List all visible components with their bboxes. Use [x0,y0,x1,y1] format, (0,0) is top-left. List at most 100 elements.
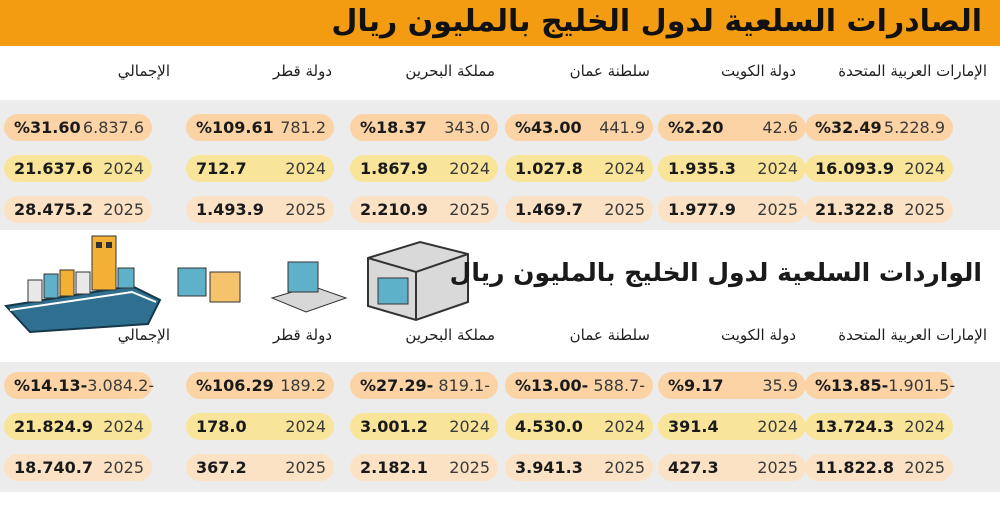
cell-light-value: 35.9 [762,376,798,395]
imports-col-qatar: دولة قطر [272,326,332,344]
cell-light-value: 2025 [757,458,798,477]
cell-bold-value: %13.00- [515,376,589,395]
cell-light-value: 2024 [449,417,490,436]
cell-bold-value: 18.740.7 [14,458,93,477]
cell-bold-value: 1.469.7 [515,200,583,219]
cell-light-value: 2024 [904,417,945,436]
exports-y2025-cell: 2.210.9 2025 [350,196,498,223]
cell-bold-value: 4.530.0 [515,417,583,436]
imports-y2024-cell: 13.724.3 2024 [805,413,953,440]
cell-light-value: 2025 [285,200,326,219]
cell-bold-value: %27.29- [360,376,434,395]
exports-col-uae: الإمارات العربية المتحدة [838,62,987,80]
cell-light-value: 2024 [103,159,144,178]
exports-change-cell: %2.20 42.6 [658,114,806,141]
cell-light-value: 2025 [757,200,798,219]
cell-bold-value: %32.49 [815,118,882,137]
exports-y2024-cell: 16.093.9 2024 [805,155,953,182]
shipping-container-icon [367,240,469,322]
cell-bold-value: 367.2 [196,458,247,477]
imports-y2025-cell: 18.740.7 2025 [4,454,152,481]
imports-y2024-cell: 21.824.9 2024 [4,413,152,440]
cell-light-value: 2025 [103,458,144,477]
cell-bold-value: %18.37 [360,118,427,137]
cell-bold-value: 1.027.8 [515,159,583,178]
imports-title: الواردات السلعية لدول الخليج بالمليون ري… [449,258,982,287]
imports-y2024-cell: 178.0 2024 [186,413,334,440]
cell-bold-value: %13.85- [815,376,889,395]
cell-light-value: 2025 [904,458,945,477]
imports-col-uae: الإمارات العربية المتحدة [838,326,987,344]
cell-light-value: 2025 [604,458,645,477]
cell-bold-value: 21.322.8 [815,200,894,219]
cell-bold-value: 11.822.8 [815,458,894,477]
cell-bold-value: 1.977.9 [668,200,736,219]
imports-change-cell: %13.00- 588.7- [505,372,653,399]
imports-y2025-cell: 427.3 2025 [658,454,806,481]
cell-light-value: 5.228.9 [883,118,945,137]
cell-bold-value: %9.17 [668,376,724,395]
imports-y2024-cell: 391.4 2024 [658,413,806,440]
cell-light-value: 2024 [757,417,798,436]
cell-bold-value: %14.13- [14,376,88,395]
exports-y2024-cell: 1.935.3 2024 [658,155,806,182]
illustration [3,235,469,334]
title-bar: الصادرات السلعية لدول الخليج بالمليون ري… [0,0,1000,46]
cell-bold-value: 712.7 [196,159,247,178]
cell-light-value: 2024 [103,417,144,436]
exports-col-bahrain: مملكة البحرين [405,62,495,80]
exports-y2024-cell: 1.027.8 2024 [505,155,653,182]
imports-header-row: الإمارات العربية المتحدة دولة الكويت سلط… [0,326,1000,362]
exports-col-total: الإجمالي [117,62,170,80]
page-title: الصادرات السلعية لدول الخليج بالمليون ري… [331,4,982,39]
cell-light-value: 343.0 [444,118,490,137]
exports-y2025-cell: 1.977.9 2025 [658,196,806,223]
cell-light-value: 42.6 [762,118,798,137]
imports-change-cell: %106.29 189.2 [186,372,334,399]
imports-y2025-cell: 2.182.1 2025 [350,454,498,481]
exports-y2025-cell: 28.475.2 2025 [4,196,152,223]
exports-y2024-cell: 21.637.6 2024 [4,155,152,182]
cell-bold-value: 16.093.9 [815,159,894,178]
cell-bold-value: 2.210.9 [360,200,428,219]
cell-bold-value: 1.867.9 [360,159,428,178]
cell-bold-value: %109.61 [196,118,274,137]
imports-y2024-cell: 4.530.0 2024 [505,413,653,440]
imports-y2025-cell: 11.822.8 2025 [805,454,953,481]
imports-change-cell: %9.17 35.9 [658,372,806,399]
cell-bold-value: 2.182.1 [360,458,428,477]
cell-light-value: 2024 [604,159,645,178]
cell-light-value: 2024 [285,159,326,178]
imports-change-cell: %14.13- 3.084.2- [4,372,155,399]
exports-change-cell: %18.37 343.0 [350,114,498,141]
cell-light-value: 2024 [604,417,645,436]
cell-light-value: 2024 [449,159,490,178]
cell-bold-value: 178.0 [196,417,247,436]
cell-light-value: 3.084.2- [87,376,155,395]
cell-bold-value: %43.00 [515,118,582,137]
imports-y2025-cell: 367.2 2025 [186,454,334,481]
pallet-box-icon [270,261,348,313]
cell-bold-value: 1.935.3 [668,159,736,178]
cell-light-value: 2025 [285,458,326,477]
cell-light-value: 819.1- [438,376,490,395]
cell-light-value: 2025 [449,200,490,219]
cell-bold-value: %106.29 [196,376,274,395]
exports-col-qatar: دولة قطر [272,62,332,80]
cell-bold-value: 427.3 [668,458,719,477]
cell-bold-value: 28.475.2 [14,200,93,219]
exports-y2024-cell: 1.867.9 2024 [350,155,498,182]
exports-col-oman: سلطنة عمان [569,62,650,80]
imports-col-kuwait: دولة الكويت [721,326,796,344]
cell-light-value: 1.901.5- [888,376,956,395]
cell-light-value: 2025 [449,458,490,477]
exports-y2025-cell: 21.322.8 2025 [805,196,953,223]
cell-light-value: 781.2 [280,118,326,137]
imports-y2025-cell: 3.941.3 2025 [505,454,653,481]
exports-y2024-cell: 712.7 2024 [186,155,334,182]
imports-change-cell: %13.85- 1.901.5- [805,372,956,399]
imports-change-cell: %27.29- 819.1- [350,372,498,399]
cell-light-value: 2025 [604,200,645,219]
imports-y2024-cell: 3.001.2 2024 [350,413,498,440]
cell-bold-value: %31.60 [14,118,81,137]
